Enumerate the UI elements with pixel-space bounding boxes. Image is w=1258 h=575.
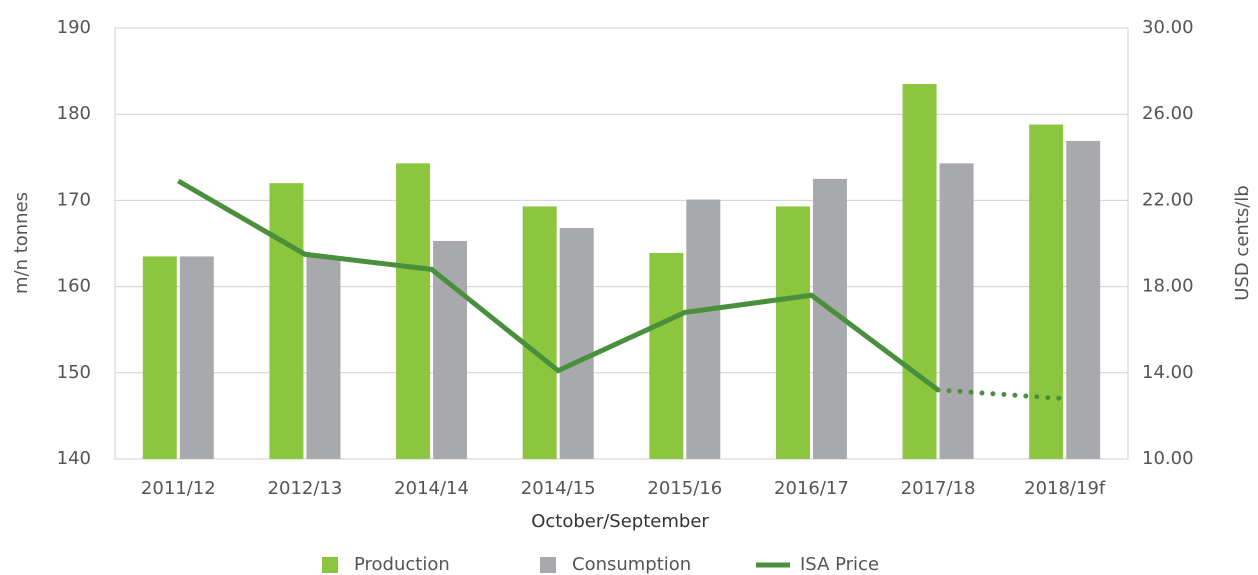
legend-label: Production (354, 554, 450, 575)
price-line (935, 387, 1068, 402)
bar (396, 163, 431, 460)
y2-tick-label: 22.00 (1142, 189, 1194, 210)
y2-axis-label: USD cents/lb (1232, 185, 1253, 301)
bar (939, 163, 974, 460)
plot-frame (114, 27, 1129, 460)
legend-swatch (322, 557, 338, 573)
x-tick-label: 2014/15 (521, 478, 596, 499)
y2-tick-label: 10.00 (1142, 448, 1194, 469)
y2-tick-label: 18.00 (1142, 276, 1194, 297)
bar (269, 183, 304, 459)
y-tick-label: 190 (57, 17, 91, 38)
y-tick-label: 160 (57, 276, 91, 297)
y-tick-label: 140 (57, 448, 91, 469)
x-tick-label: 2017/18 (901, 478, 976, 499)
legend-label: ISA Price (800, 554, 879, 575)
bar (306, 256, 341, 459)
legend-label: Consumption (572, 554, 691, 575)
y-tick-label: 180 (57, 103, 91, 124)
x-tick-label: 2016/17 (774, 478, 849, 499)
x-tick-label: 2011/12 (141, 478, 216, 499)
bar (522, 206, 557, 459)
bar (902, 84, 937, 459)
bar (686, 199, 721, 459)
x-tick-label: 2014/14 (394, 478, 469, 499)
y2-tick-label: 14.00 (1142, 362, 1194, 383)
y-tick-label: 170 (57, 189, 91, 210)
y2-tick-label: 30.00 (1142, 17, 1194, 38)
y-tick-label: 150 (57, 362, 91, 383)
y2-tick-label: 26.00 (1142, 103, 1194, 124)
x-tick-label: 2012/13 (268, 478, 343, 499)
legend-swatch (540, 557, 556, 573)
x-axis-label: October/September (531, 511, 709, 532)
bar (775, 206, 810, 459)
bar (559, 227, 594, 459)
price-line (177, 178, 940, 393)
x-tick-label: 2015/16 (647, 478, 722, 499)
bar (1029, 124, 1064, 459)
bar (1066, 140, 1101, 459)
y-axis-label: m/n tonnes (11, 192, 32, 294)
bar (179, 256, 214, 459)
x-tick-label: 2018/19f (1024, 478, 1106, 499)
bar (142, 256, 177, 459)
bar (649, 252, 684, 459)
